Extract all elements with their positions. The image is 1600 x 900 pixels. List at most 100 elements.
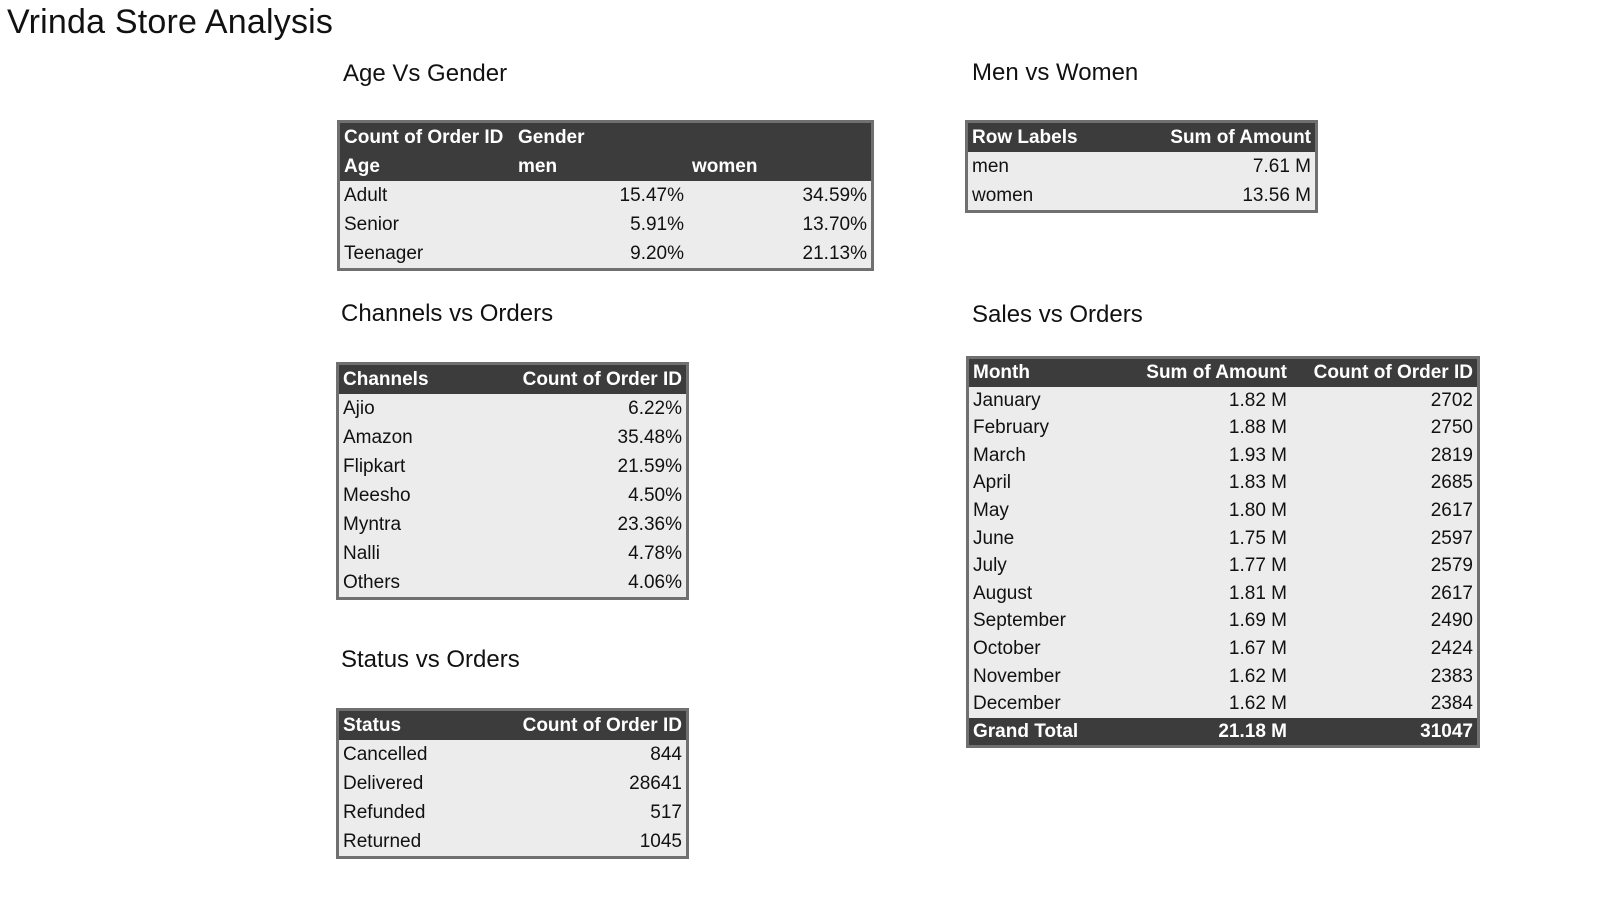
cell-value: 21.13% [802,243,867,264]
row-label: November [973,665,1061,687]
row-label: women [972,185,1034,206]
cell-value: 844 [650,744,682,765]
age-gender-title: Age Vs Gender [343,60,508,87]
channels-title: Channels vs Orders [341,300,554,327]
grand-total-amount: 21.18 M [1119,717,1291,746]
cell-value: 34.59% [802,185,867,206]
pivot-header-row: Status Count of Order ID [339,711,686,740]
cell-value: 2579 [1430,555,1473,577]
row-label: June [973,527,1015,549]
cell-value: 2702 [1430,389,1473,411]
grand-total-count: 31047 [1291,717,1477,746]
table-row: men 7.61 M [968,152,1315,181]
cell-value: 2617 [1430,499,1473,521]
pivot-header-row: Age men women [340,152,871,181]
header-cell [688,123,871,152]
status-pivot-table: Status Count of Order ID Cancelled 844 De… [336,708,689,859]
cell-value: 2750 [1430,417,1473,439]
table-row: Delivered 28641 [339,769,686,798]
cell-value: 517 [650,802,682,823]
header-cell[interactable]: Age [340,152,514,181]
row-label: August [973,582,1033,604]
cell-value: 1045 [639,831,682,852]
cell-value: 28641 [629,773,682,794]
cell-value: 2490 [1430,610,1473,632]
cell-value: 9.20% [630,243,684,264]
header-cell[interactable]: Gender [514,123,688,152]
cell-value: 4.06% [628,572,682,593]
pivot-header-row: Count of Order ID Gender [340,123,871,152]
header-cell: Count of Order ID [499,711,686,740]
row-label: Ajio [343,398,375,419]
pivot-header-row: Row Labels Sum of Amount [968,123,1315,152]
header-cell: men [514,152,688,181]
row-label: October [973,637,1041,659]
row-label: February [973,417,1050,439]
cell-value: 2384 [1430,693,1473,715]
table-row: December 1.62 M 2384 [969,690,1477,718]
row-label: Returned [343,831,422,852]
header-cell: Count of Order ID [1291,359,1477,387]
row-label: December [973,693,1061,715]
table-row: Adult 15.47% 34.59% [340,181,871,210]
page-title: Vrinda Store Analysis [7,3,334,41]
table-row: July 1.77 M 2579 [969,552,1477,580]
table-row: October 1.67 M 2424 [969,635,1477,663]
table-row: Myntra 23.36% [339,510,686,539]
cell-value: 1.82 M [1228,389,1287,411]
table-row: May 1.80 M 2617 [969,497,1477,525]
cell-value: 1.75 M [1228,527,1287,549]
row-label: July [973,555,1007,577]
cell-value: 1.67 M [1228,637,1287,659]
cell-value: 35.48% [617,427,682,448]
cell-value: 2383 [1430,665,1473,687]
cell-value: 5.91% [630,214,684,235]
cell-value: 6.22% [628,398,682,419]
cell-value: 1.62 M [1228,693,1287,715]
row-label: Refunded [343,802,426,823]
cell-value: 7.61 M [1252,156,1311,177]
header-cell: Sum of Amount [1138,123,1315,152]
row-label: Cancelled [343,744,428,765]
header-cell[interactable]: Row Labels [968,123,1138,152]
table-row: November 1.62 M 2383 [969,663,1477,691]
table-row: Flipkart 21.59% [339,452,686,481]
row-label: March [973,444,1026,466]
table-row: January 1.82 M 2702 [969,387,1477,415]
table-row: women 13.56 M [968,181,1315,210]
row-label: Others [343,572,401,593]
table-row: Meesho 4.50% [339,481,686,510]
table-row: August 1.81 M 2617 [969,580,1477,608]
table-row: March 1.93 M 2819 [969,442,1477,470]
table-row: Cancelled 844 [339,740,686,769]
row-label: Nalli [343,543,380,564]
table-row: June 1.75 M 2597 [969,525,1477,553]
table-row: Others 4.06% [339,568,686,597]
header-cell: women [688,152,871,181]
row-label: September [973,610,1066,632]
pivot-header-row: Month Sum of Amount Count of Order ID [969,359,1477,387]
cell-value: 1.93 M [1228,444,1287,466]
header-cell[interactable]: Channels [339,365,499,394]
header-cell[interactable]: Month [969,359,1119,387]
table-row: Returned 1045 [339,827,686,856]
row-label: Adult [344,185,388,206]
cell-value: 4.78% [628,543,682,564]
cell-value: 23.36% [617,514,682,535]
pivot-header-row: Channels Count of Order ID [339,365,686,394]
header-cell[interactable]: Status [339,711,499,740]
cell-value: 1.88 M [1228,417,1287,439]
table-row: September 1.69 M 2490 [969,607,1477,635]
cell-value: 1.83 M [1228,472,1287,494]
row-label: Amazon [343,427,413,448]
header-cell: Count of Order ID [499,365,686,394]
table-row: Amazon 35.48% [339,423,686,452]
sales-pivot-table: Month Sum of Amount Count of Order ID Ja… [966,356,1480,749]
cell-value: 2424 [1430,637,1473,659]
header-cell: Count of Order ID [340,123,514,152]
cell-value: 21.59% [617,456,682,477]
row-label: Teenager [344,243,424,264]
table-row: Ajio 6.22% [339,394,686,423]
table-row: February 1.88 M 2750 [969,414,1477,442]
status-title: Status vs Orders [341,646,520,673]
